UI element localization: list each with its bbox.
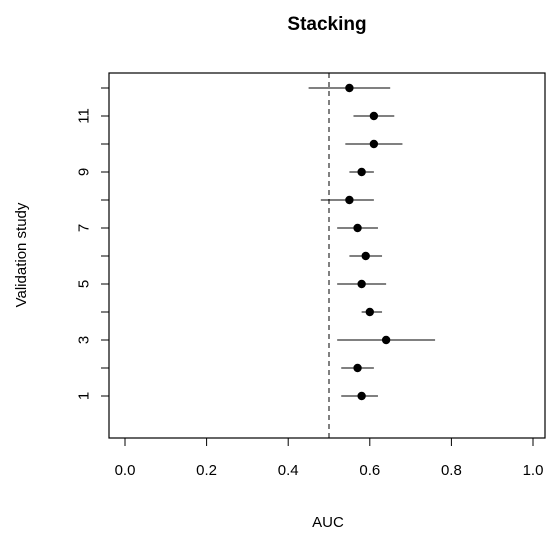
y-tick-label: 9 — [75, 168, 92, 176]
y-tick-label: 7 — [75, 224, 92, 232]
y-tick-label: 11 — [75, 108, 92, 124]
y-tick-label: 5 — [75, 280, 92, 288]
auc-point — [361, 251, 370, 261]
auc-point — [357, 391, 366, 401]
auc-point — [369, 139, 379, 149]
axes: 0.0 0.2 0.4 0.6 0.8 1.0 1 3 5 7 9 11 — [75, 87, 544, 479]
auc-point — [357, 279, 366, 289]
x-tick-label: 0.4 — [278, 462, 299, 479]
x-tick-label: 1.0 — [523, 462, 544, 479]
auc-point — [353, 363, 362, 373]
auc-point — [365, 307, 374, 317]
auc-point — [353, 223, 362, 233]
plot-frame — [108, 72, 546, 439]
data-marks — [308, 83, 436, 401]
x-axis-label: AUC — [312, 514, 344, 531]
x-tick-label: 0.0 — [115, 462, 136, 479]
x-tick-label: 0.8 — [441, 462, 462, 479]
auc-point — [357, 167, 366, 177]
y-tick-label: 3 — [75, 336, 92, 344]
x-tick-label: 0.6 — [359, 462, 380, 479]
auc-point — [345, 195, 354, 205]
auc-point — [381, 335, 391, 345]
y-tick-label: 1 — [75, 392, 92, 400]
auc-point — [345, 83, 354, 93]
auc-point — [369, 111, 379, 121]
x-tick-label: 0.2 — [196, 462, 217, 479]
chart-title: Stacking — [287, 14, 366, 35]
y-axis-label: Validation study — [13, 202, 30, 307]
